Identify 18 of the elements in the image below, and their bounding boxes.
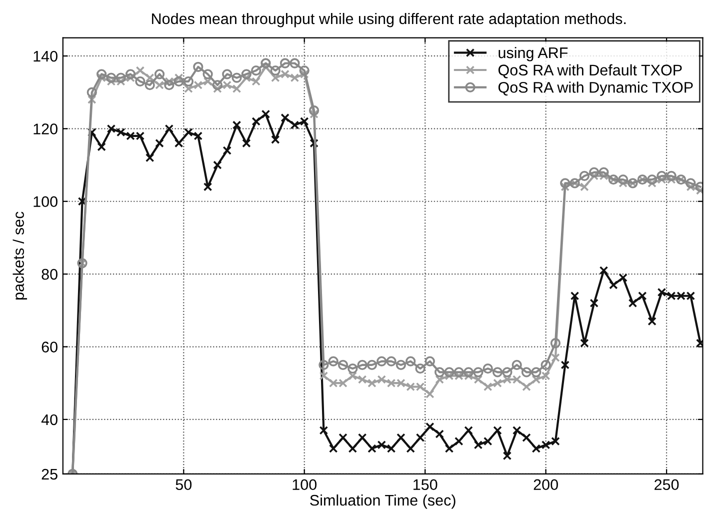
legend-label: QoS RA with Dynamic TXOP: [498, 82, 693, 96]
x-tick-label: 50: [176, 479, 192, 490]
y-axis-title: packets / sec: [12, 212, 28, 300]
x-axis-title: Simluation Time (sec): [310, 494, 456, 509]
y-tick-label: 140: [34, 50, 58, 62]
x-tick-label: 100: [292, 479, 317, 490]
y-tick-label: 60: [42, 342, 58, 352]
y-tick-label: 25: [42, 468, 58, 480]
x-tick-label: 250: [654, 479, 679, 490]
y-tick-label: 100: [34, 196, 58, 208]
legend-label: QoS RA with Default TXOP: [498, 64, 682, 78]
x-tick-label: 200: [534, 479, 558, 490]
y-tick-label: 120: [34, 124, 58, 134]
chart-title: Nodes mean throughput while using different rate adaptation methods.: [152, 12, 626, 28]
y-tick-label: 40: [41, 414, 58, 426]
legend-label: using ARF: [498, 46, 568, 62]
y-tick-label: 80: [42, 268, 58, 280]
x-tick-label: 150: [414, 479, 438, 490]
